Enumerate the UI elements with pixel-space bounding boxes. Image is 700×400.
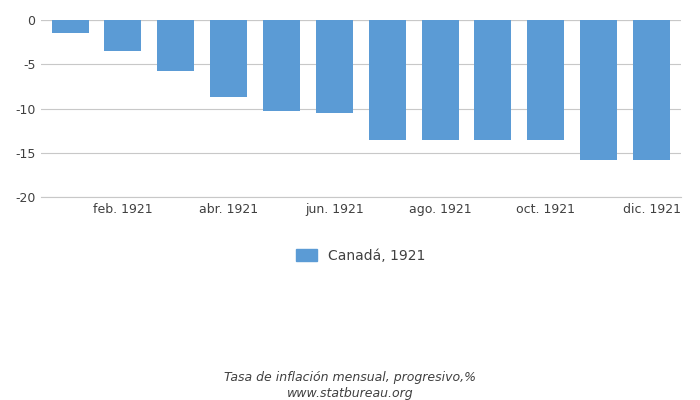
Text: www.statbureau.org: www.statbureau.org	[287, 388, 413, 400]
Bar	[475, 20, 512, 140]
Bar	[104, 20, 141, 51]
Bar	[52, 20, 88, 33]
Bar	[580, 20, 617, 160]
Bar	[210, 20, 247, 97]
Bar	[527, 20, 564, 140]
Bar	[369, 20, 406, 140]
Bar	[633, 20, 670, 160]
Bar	[158, 20, 195, 71]
Bar	[263, 20, 300, 111]
Bar	[316, 20, 353, 113]
Bar	[421, 20, 458, 140]
Text: Tasa de inflación mensual, progresivo,%: Tasa de inflación mensual, progresivo,%	[224, 372, 476, 384]
Legend: Canadá, 1921: Canadá, 1921	[290, 243, 431, 268]
